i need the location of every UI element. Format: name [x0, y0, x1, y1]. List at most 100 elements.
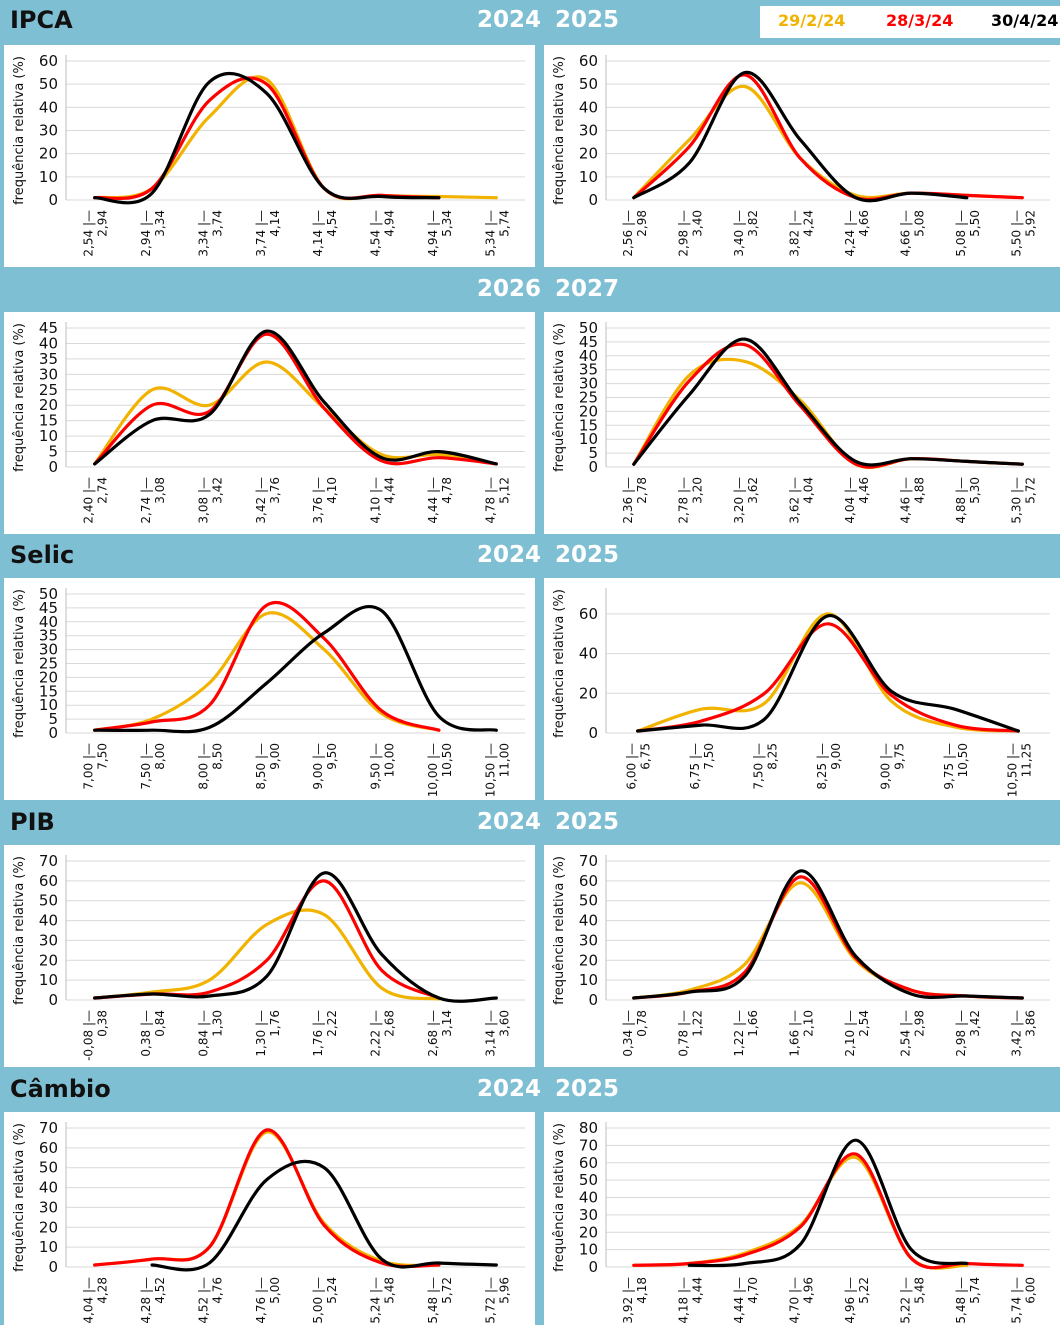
x-tick-label: 4,96 |— — [843, 1277, 857, 1324]
x-tick-label: 0,78 |— — [676, 1010, 690, 1057]
x-tick-label: 4,88 |— — [954, 477, 968, 524]
x-tick-label: 2,78 — [635, 477, 649, 504]
x-tick-label: 3,14 — [440, 1010, 454, 1037]
x-tick-label: 10,50 |— — [1005, 743, 1019, 797]
y-tick-label: 20 — [579, 402, 598, 420]
y-tick-label: 0 — [48, 191, 58, 209]
x-tick-label: 3,08 — [153, 477, 167, 504]
y-tick-label: 40 — [39, 912, 58, 930]
series-line-29-2-24 — [93, 1130, 441, 1267]
x-tick-label: 3,20 |— — [732, 477, 746, 524]
x-tick-label: 4,28 |— — [139, 1277, 153, 1324]
y-tick-label: 20 — [39, 145, 58, 163]
y-tick-label: 60 — [579, 605, 598, 623]
series-line-28-3-24 — [632, 1152, 1024, 1270]
x-tick-label: 2,54 — [857, 1010, 871, 1037]
y-tick-label: 20 — [579, 1223, 598, 1241]
series-line-30-4-24 — [93, 71, 441, 205]
x-tick-label: 1,66 — [746, 1010, 760, 1037]
x-tick-label: 3,42 |— — [1009, 1010, 1023, 1057]
x-tick-label: 4,44 |— — [426, 477, 440, 524]
x-tick-label: 2,22 — [325, 1010, 339, 1037]
x-tick-label: 5,24 — [325, 1277, 339, 1304]
y-tick-label: 5 — [48, 443, 58, 461]
y-tick-label: 30 — [579, 122, 598, 140]
chart-panel-pib-2024: frequência relativa (%) 0 10 20 30 40 50 60 70 -0… — [4, 845, 535, 1067]
x-tick-label: 4,88 — [912, 477, 926, 504]
x-tick-label: 3,14 |— — [483, 1010, 497, 1057]
x-tick-label: 4,10 |— — [369, 477, 383, 524]
x-tick-label: 9,50 — [325, 743, 339, 770]
chart-panel-pib-2025: frequência relativa (%) 0 10 20 30 40 50 60 70 0,… — [544, 845, 1060, 1067]
y-tick-label: 0 — [48, 458, 58, 476]
y-tick-label: 30 — [579, 1206, 598, 1224]
year-label-2025: 2025 — [555, 809, 620, 835]
y-tick-label: 15 — [39, 412, 58, 430]
x-tick-label: 7,50 — [96, 743, 110, 770]
x-tick-label: 4,14 |— — [311, 210, 325, 257]
x-tick-label: 5,72 — [440, 1277, 454, 1304]
x-tick-label: 3,20 — [690, 477, 704, 504]
y-tick-label: 15 — [39, 682, 58, 700]
y-axis-label: frequência relativa (%) — [12, 56, 27, 205]
x-tick-label: 5,92 — [1023, 210, 1037, 237]
series-line-29-2-24 — [636, 612, 1020, 733]
x-tick-label: 7,50 |— — [139, 743, 153, 790]
y-tick-label: 40 — [39, 1179, 58, 1197]
y-tick-label: 35 — [39, 350, 58, 368]
y-tick-label: 40 — [39, 334, 58, 352]
series-line-30-4-24 — [93, 329, 498, 466]
x-tick-label: 10,50 |— — [483, 743, 497, 797]
x-tick-label: 2,68 |— — [426, 1010, 440, 1057]
year-label-2024: 2024 — [477, 542, 542, 568]
x-tick-label: 1,30 — [210, 1010, 224, 1037]
x-tick-label: 0,38 — [96, 1010, 110, 1037]
y-tick-label: 40 — [579, 912, 598, 930]
y-axis-label: frequência relativa (%) — [12, 323, 27, 472]
y-tick-label: 50 — [579, 892, 598, 910]
y-tick-label: 45 — [39, 599, 58, 617]
x-tick-label: 10,00 |— — [426, 743, 440, 797]
x-tick-label: 5,72 |— — [483, 1277, 497, 1324]
y-tick-label: 60 — [39, 52, 58, 70]
y-tick-label: 40 — [579, 98, 598, 116]
x-tick-label: 5,12 — [497, 477, 511, 504]
x-tick-label: 8,25 — [766, 743, 780, 770]
x-tick-label: 5,72 — [1023, 477, 1037, 504]
x-tick-label: 11,00 — [497, 743, 511, 777]
chart-panel-ipca-2026: frequência relativa (%) 0 5 10 15 20 25 30 35 40 4… — [4, 312, 535, 534]
y-tick-label: 5 — [48, 710, 58, 728]
y-tick-label: 0 — [48, 991, 58, 1009]
x-tick-label: 3,82 |— — [787, 210, 801, 257]
x-tick-label: 5,48 — [912, 1277, 926, 1304]
legend: 29/2/24 28/3/24 30/4/24 — [760, 6, 1060, 38]
chart-panel-ipca-2027: frequência relativa (%) 0 5 10 15 20 25 30 35 40 4… — [544, 312, 1060, 534]
x-tick-label: 5,48 |— — [426, 1277, 440, 1324]
x-tick-label: 4,54 |— — [369, 210, 383, 257]
y-tick-label: 70 — [39, 852, 58, 870]
x-tick-label: 4,96 — [801, 1277, 815, 1304]
year-label-2024: 2024 — [477, 7, 542, 33]
series-line-29-2-24 — [93, 360, 498, 466]
x-tick-label: 4,52 — [153, 1277, 167, 1304]
x-tick-label: 4,78 — [440, 477, 454, 504]
y-tick-label: 10 — [579, 1241, 598, 1259]
y-tick-label: 30 — [39, 1198, 58, 1216]
x-tick-label: 4,24 |— — [843, 210, 857, 257]
y-tick-label: 70 — [39, 1119, 58, 1137]
x-tick-label: 10,50 — [956, 743, 970, 777]
x-tick-label: 0,78 — [635, 1010, 649, 1037]
x-tick-label: 5,74 — [968, 1277, 982, 1304]
legend-item-28-3-24: 28/3/24 — [886, 11, 954, 30]
y-tick-label: 25 — [579, 389, 598, 407]
y-tick-label: 30 — [579, 375, 598, 393]
x-tick-label: 6,00 |— — [625, 743, 639, 790]
x-tick-label: 9,75 |— — [942, 743, 956, 790]
x-tick-label: 3,82 — [746, 210, 760, 237]
section-title-pib: PIB — [10, 808, 55, 836]
x-tick-label: 1,22 — [690, 1010, 704, 1037]
series-line-30-4-24 — [93, 604, 498, 734]
x-tick-label: 2,94 — [96, 210, 110, 237]
x-tick-label: 2,98 — [912, 1010, 926, 1037]
x-tick-label: 7,50 |— — [752, 743, 766, 790]
